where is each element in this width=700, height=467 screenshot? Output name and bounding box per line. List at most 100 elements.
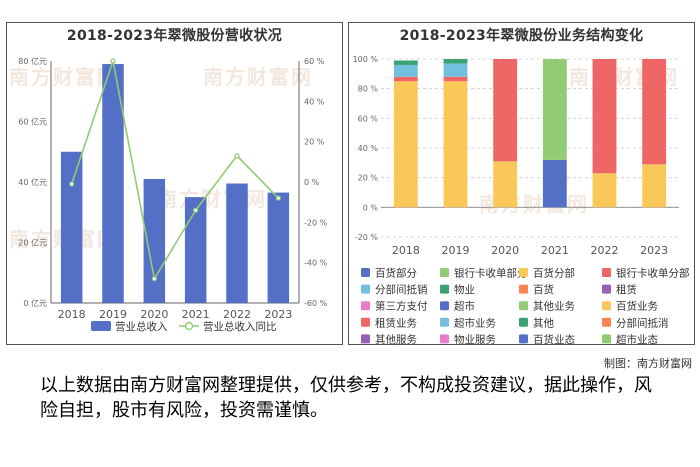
legend-swatch xyxy=(519,301,528,311)
legend-swatch xyxy=(602,284,611,294)
revenue-bar xyxy=(143,178,166,303)
yoy-point xyxy=(193,207,199,213)
x-tick-label: 2019 xyxy=(99,308,127,321)
x-tick-label: 2020 xyxy=(491,244,519,257)
y-tick-label: 20 % xyxy=(358,174,379,183)
x-tick-label: 2018 xyxy=(392,244,420,257)
left-y-tick-label: 20 亿元 xyxy=(18,238,47,248)
revenue-chart-title: 2018-2023年翠微股份营收状况 xyxy=(66,28,283,44)
legend-label: 物业服务 xyxy=(454,333,496,346)
legend-label: 其他服务 xyxy=(375,333,417,346)
right-y-tick-label: 20 % xyxy=(304,138,325,147)
x-tick-label: 2023 xyxy=(640,244,668,257)
legend-label: 超市业务 xyxy=(454,316,496,329)
stack-segment xyxy=(642,164,667,208)
legend-label-yoy: 营业总收入同比 xyxy=(203,320,277,333)
legend-swatch xyxy=(519,268,528,277)
yoy-point xyxy=(275,195,281,201)
legend-label: 百货 xyxy=(533,283,554,296)
revenue-bar xyxy=(102,64,124,304)
left-y-tick-label: 60 亿元 xyxy=(18,117,47,127)
legend-label: 其他业务 xyxy=(533,300,575,313)
legend-label: 分部间抵消 xyxy=(616,316,669,329)
right-y-tick-label: -20 % xyxy=(304,218,328,227)
y-tick-label: 60 % xyxy=(358,114,379,123)
legend-swatch xyxy=(440,284,449,294)
stack-segment xyxy=(443,76,468,82)
legend-label: 租赁业务 xyxy=(375,316,417,329)
legend-swatch-revenue xyxy=(91,321,111,331)
legend-label: 分部间抵销 xyxy=(375,283,428,296)
legend-swatch xyxy=(519,317,528,327)
stack-segment xyxy=(592,173,617,208)
disclaimer-text: 以上数据由南方财富网整理提供，仅供参考，不构成投资建议，据此操作，风险自担，股市… xyxy=(40,375,652,421)
stack-segment xyxy=(493,59,518,162)
legend-swatch xyxy=(519,334,528,344)
legend-swatch xyxy=(361,317,370,327)
legend-label: 租赁 xyxy=(616,283,637,296)
revenue-chart-panel: 2018-2023年翠微股份营收状况 南方财富网 南方财富网 南方财富网 南方财… xyxy=(6,22,343,345)
x-tick-label: 2018 xyxy=(58,308,86,321)
chart-credit: 制图：南方财富网 xyxy=(604,357,692,370)
structure-chart-panel: 2018-2023年翠微股份业务结构变化 南方财富网 南方财富网 -20 % 0 … xyxy=(348,22,695,346)
legend-label: 超市 xyxy=(454,300,475,313)
legend-swatch xyxy=(361,268,370,277)
y-tick-label: 100 % xyxy=(353,55,379,64)
legend-swatch xyxy=(602,268,611,277)
stack-segment xyxy=(542,59,567,160)
yoy-point xyxy=(110,58,116,64)
right-y-tick-label: 60 % xyxy=(304,57,325,66)
y-tick-label: -20 % xyxy=(355,233,379,242)
left-y-tick-label: 80 亿元 xyxy=(18,56,47,66)
yoy-point xyxy=(69,181,75,187)
x-tick-label: 2023 xyxy=(264,308,292,321)
right-y-tick-label: -60 % xyxy=(304,299,328,308)
legend-label: 百货业态 xyxy=(533,333,575,346)
stack-segment xyxy=(592,59,617,174)
stack-segment xyxy=(393,64,418,77)
y-tick-label: 80 % xyxy=(358,85,379,94)
legend-label: 物业 xyxy=(454,283,475,296)
x-tick-label: 2022 xyxy=(223,308,251,321)
legend-label: 百货部分 xyxy=(375,267,417,280)
legend-label: 百货分部 xyxy=(533,267,575,280)
left-y-tick-label: 40 亿元 xyxy=(18,177,47,187)
x-tick-label: 2019 xyxy=(442,244,470,257)
legend-label: 第三方支付 xyxy=(375,300,428,313)
y-tick-label: 0 % xyxy=(363,203,379,212)
stack-segment xyxy=(443,63,468,77)
legend-label: 银行卡收单分部 xyxy=(616,267,690,280)
yoy-point xyxy=(151,276,157,282)
x-tick-label: 2021 xyxy=(541,244,569,257)
legend-swatch xyxy=(361,334,370,344)
stack-segment xyxy=(393,81,418,208)
structure-chart-title: 2018-2023年翠微股份业务结构变化 xyxy=(399,28,644,44)
right-y-tick-label: -40 % xyxy=(304,259,328,268)
legend-swatch xyxy=(602,317,611,327)
legend-swatch xyxy=(602,334,611,344)
x-tick-label: 2022 xyxy=(591,244,619,257)
legend-label-revenue: 营业总收入 xyxy=(115,320,168,333)
legend-swatch xyxy=(440,301,449,311)
x-tick-label: 2021 xyxy=(182,308,210,321)
legend-label: 银行卡收单部分 xyxy=(454,267,528,280)
stack-segment xyxy=(493,161,518,208)
stack-segment xyxy=(642,59,667,165)
right-y-tick-label: 40 % xyxy=(304,97,325,106)
revenue-bar xyxy=(60,151,83,303)
stack-segment xyxy=(393,76,418,82)
revenue-bar xyxy=(226,183,248,303)
stack-segment xyxy=(393,60,418,65)
legend-label: 其他 xyxy=(533,316,554,329)
y-tick-label: 40 % xyxy=(358,144,379,153)
legend-swatch xyxy=(440,334,449,344)
x-tick-label: 2020 xyxy=(140,308,168,321)
legend-swatch xyxy=(519,284,528,294)
legend-swatch xyxy=(361,284,370,294)
legend-swatch xyxy=(440,268,449,277)
structure-chart: -20 % 0 % 20 % 40 % 60 % 80 % 100 % 2018 2019 202… xyxy=(353,55,690,346)
right-y-tick-label: 0 % xyxy=(304,178,320,187)
legend-swatch xyxy=(440,317,449,327)
yoy-point xyxy=(234,153,240,159)
revenue-bar xyxy=(267,192,290,303)
